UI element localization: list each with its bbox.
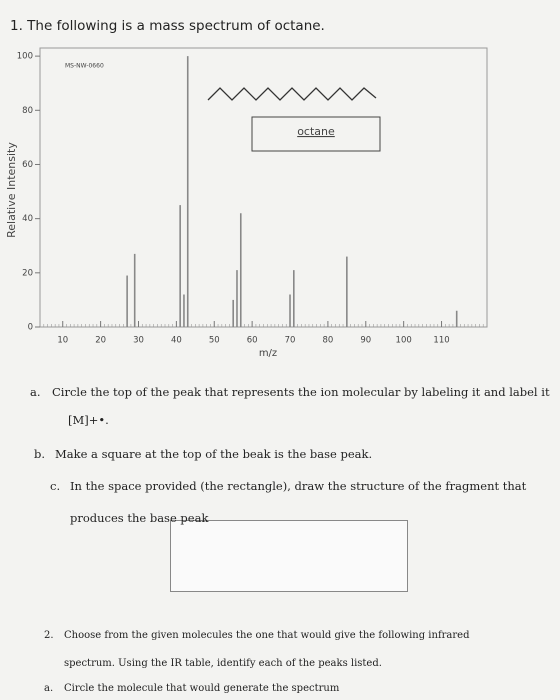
y-tick-label: 60 bbox=[22, 160, 33, 170]
x-tick-label: 30 bbox=[133, 336, 144, 346]
plot-frame bbox=[39, 47, 488, 328]
text: [M]+•. bbox=[68, 413, 109, 427]
text: Choose from the given molecules the one … bbox=[64, 630, 470, 641]
x-tick-label: 100 bbox=[396, 336, 412, 346]
x-tick-label: 60 bbox=[247, 336, 258, 346]
legend-box bbox=[251, 116, 381, 152]
x-tick-label: 50 bbox=[209, 336, 220, 346]
x-tick-label: 40 bbox=[171, 336, 182, 346]
x-tick-label: 110 bbox=[433, 336, 449, 346]
y-tick-label: 20 bbox=[22, 268, 33, 278]
answer-box bbox=[170, 520, 408, 592]
y-tick-label: 100 bbox=[17, 52, 33, 62]
text: In the space provided (the rectangle), d… bbox=[70, 479, 527, 493]
x-tick-label: 90 bbox=[360, 336, 371, 346]
y-tick-label: 80 bbox=[22, 106, 33, 116]
annotation: MS-NW-0660 bbox=[65, 63, 104, 70]
x-axis-label: m/z bbox=[259, 348, 277, 359]
text: 2. bbox=[44, 630, 54, 641]
legend-label: octane bbox=[297, 125, 335, 138]
zigzag-structure bbox=[207, 87, 377, 101]
y-tick-label: 0 bbox=[28, 323, 33, 333]
text: a. bbox=[30, 385, 41, 399]
text: b. bbox=[34, 447, 46, 461]
text: a. bbox=[44, 683, 54, 694]
text: spectrum. Using the IR table, identify e… bbox=[64, 658, 382, 669]
text: produces the base peak bbox=[70, 511, 209, 525]
text: c. bbox=[50, 479, 61, 493]
x-tick-label: 80 bbox=[322, 336, 333, 346]
x-tick-label: 20 bbox=[95, 336, 106, 346]
text: Circle the molecule that would generate … bbox=[64, 683, 340, 694]
y-tick-label: 40 bbox=[22, 214, 33, 224]
title: 1. The following is a mass spectrum of o… bbox=[10, 18, 325, 34]
y-axis-label: Relative Intensity bbox=[5, 142, 18, 238]
x-tick-label: 10 bbox=[57, 336, 68, 346]
text: Circle the top of the peak that represen… bbox=[52, 385, 550, 399]
text: Make a square at the top of the beak is … bbox=[55, 447, 373, 461]
x-tick-label: 70 bbox=[285, 336, 296, 346]
chart: 10 20 30 40 50 60 70 80 90 100 110 0 20 40 60 80 100 MS-N… bbox=[5, 47, 488, 359]
